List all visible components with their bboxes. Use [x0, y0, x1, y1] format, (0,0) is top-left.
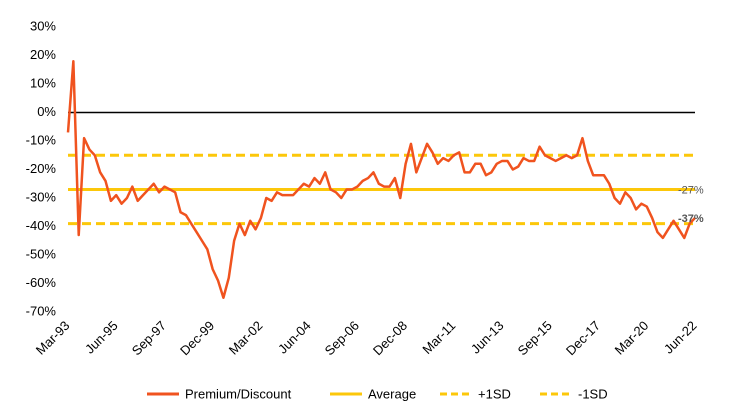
x-tick-label: Jun-22 [661, 318, 700, 357]
y-tick-label: 20% [30, 47, 56, 62]
legend-label: -1SD [578, 386, 608, 401]
legend-label: +1SD [478, 386, 511, 401]
legend-label: Premium/Discount [185, 386, 292, 401]
x-tick-label: Mar-02 [226, 318, 266, 358]
y-tick-label: -50% [26, 246, 57, 261]
x-tick-label: Jun-13 [468, 318, 507, 357]
legend-label: Average [368, 386, 416, 401]
y-tick-label: 30% [30, 18, 56, 33]
annotation: -37% [678, 213, 704, 225]
x-tick-label: Dec-17 [563, 318, 603, 358]
y-tick-label: -40% [26, 218, 57, 233]
x-tick-label: Jun-95 [82, 318, 121, 357]
x-tick-label: Sep-15 [515, 318, 555, 358]
y-tick-label: 10% [30, 75, 56, 90]
x-tick-label: Mar-20 [612, 318, 652, 358]
x-tick-label: Dec-99 [177, 318, 217, 358]
y-tick-label: -60% [26, 275, 57, 290]
y-tick-label: -10% [26, 132, 57, 147]
data-line [66, 59, 696, 299]
x-tick-label: Dec-08 [370, 318, 410, 358]
y-tick-label: -30% [26, 189, 57, 204]
x-tick-label: Jun-04 [275, 318, 314, 357]
x-tick-label: Sep-06 [322, 318, 362, 358]
x-tick-label: Mar-11 [419, 318, 458, 357]
y-tick-label: 0% [37, 104, 56, 119]
y-tick-label: -20% [26, 161, 57, 176]
x-tick-label: Sep-97 [129, 318, 169, 358]
y-tick-label: -70% [26, 303, 57, 318]
x-tick-label: Mar-93 [33, 318, 73, 358]
annotation: -27% [678, 184, 704, 196]
